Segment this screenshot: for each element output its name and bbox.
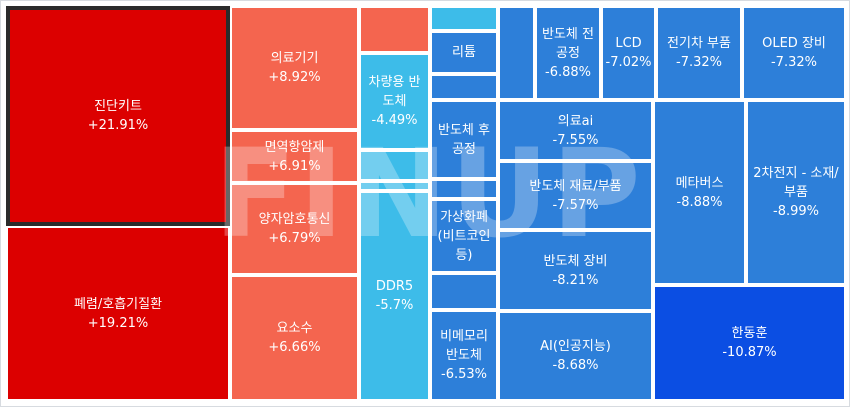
tile-change: -6.53% bbox=[441, 367, 487, 382]
tile-unlabeled-4[interactable] bbox=[359, 6, 430, 53]
tile-label: OLED 장비 -7.32% bbox=[758, 34, 830, 72]
tile-label: 반도체 장비 -8.21% bbox=[540, 252, 612, 290]
tile-change: -6.88% bbox=[545, 64, 591, 80]
tile-change: -5.7% bbox=[375, 298, 414, 313]
tile-name: 반도체 장비 bbox=[543, 253, 608, 269]
tile-name: AI(인공지능) bbox=[540, 339, 611, 354]
tile-unlabeled-18[interactable] bbox=[430, 273, 498, 310]
tile-17[interactable]: 가상화폐 (비트코인 등) bbox=[430, 199, 498, 273]
tile-19[interactable]: 비메모리 반도체 -6.53% bbox=[430, 310, 498, 401]
tile-label: 비메모리 반도체 -6.53% bbox=[432, 327, 496, 384]
tile-name: 면역항암제 bbox=[264, 139, 325, 155]
tile-name: 리튬 bbox=[452, 45, 476, 60]
tile-label: 의료ai -7.55% bbox=[549, 112, 603, 150]
tile-label: 요소수 +6.66% bbox=[264, 319, 324, 357]
tile-change: -7.32% bbox=[676, 55, 722, 70]
tile-name: 의료ai bbox=[557, 113, 594, 129]
tile-name: 요소수 bbox=[276, 321, 313, 336]
tile-change: +6.91% bbox=[268, 158, 321, 174]
tile-3[interactable]: 의료기기 +8.92% bbox=[230, 6, 359, 130]
tile-label: 2차전지 - 소재/부품 -8.99% bbox=[748, 164, 844, 221]
tile-30[interactable]: 2차전지 - 소재/부품 -8.99% bbox=[746, 100, 846, 285]
tile-2[interactable]: 폐렴/호흡기질환 +19.21% bbox=[6, 226, 230, 401]
tile-change: -4.49% bbox=[371, 113, 418, 128]
tile-label: AI(인공지능) -8.68% bbox=[536, 337, 615, 375]
tile-label: 리튬 bbox=[448, 43, 480, 62]
tile-21[interactable]: 반도체 전공정 -6.88% bbox=[535, 6, 601, 100]
tile-change: +8.92% bbox=[268, 70, 321, 85]
tile-change: -10.87% bbox=[722, 345, 777, 360]
tile-name: 진단키트 bbox=[94, 99, 142, 114]
tile-name: 전기차 부품 bbox=[667, 36, 731, 51]
tile-name: 폐렴/호흡기질환 bbox=[73, 296, 163, 312]
tile-7[interactable]: 요소수 +6.66% bbox=[230, 275, 359, 401]
tile-label: 진단키트 +21.91% bbox=[84, 97, 152, 135]
tile-change: -8.99% bbox=[773, 204, 819, 219]
tile-change: +6.79% bbox=[268, 231, 321, 246]
tile-22[interactable]: LCD -7.02% bbox=[601, 6, 656, 100]
tile-name: 한동훈 bbox=[731, 326, 768, 341]
tile-name: 2차전지 - 소재/부품 bbox=[753, 166, 839, 200]
tile-name: 반도체 재료/부품 bbox=[529, 178, 622, 194]
tile-label: 폐렴/호흡기질환 +19.21% bbox=[70, 295, 166, 333]
tile-name: 반도체 후공정 bbox=[438, 122, 490, 157]
tile-15[interactable]: 반도체 후공정 bbox=[430, 100, 498, 179]
tile-change: +6.66% bbox=[268, 340, 321, 355]
tile-27[interactable]: 반도체 장비 -8.21% bbox=[498, 230, 653, 311]
tile-11[interactable]: DDR5 -5.7% bbox=[359, 191, 430, 401]
tile-name: 양자암호통신 bbox=[258, 212, 331, 227]
tile-unlabeled-10[interactable] bbox=[359, 181, 430, 191]
tile-label: LCD -7.02% bbox=[603, 34, 654, 72]
tile-label: 반도체 재료/부품 -7.57% bbox=[525, 177, 625, 215]
tile-name: 반도체 전공정 bbox=[542, 26, 594, 61]
tile-name: 의료기기 bbox=[270, 51, 319, 66]
tile-label: 메타버스 -8.88% bbox=[672, 174, 728, 212]
tile-change: -7.57% bbox=[552, 197, 599, 213]
tile-name: OLED 장비 bbox=[762, 36, 826, 51]
tile-change: -7.55% bbox=[552, 132, 599, 148]
tile-name: 가상화폐 (비트코인 등) bbox=[437, 209, 491, 263]
tile-name: 차량용 반도체 bbox=[368, 75, 421, 109]
tile-change: +21.91% bbox=[87, 118, 149, 133]
tile-8[interactable]: 차량용 반도체 -4.49% bbox=[359, 53, 430, 150]
tile-name: 비메모리 반도체 bbox=[440, 329, 488, 363]
tile-change: -8.68% bbox=[552, 358, 599, 373]
tile-label: DDR5 -5.7% bbox=[372, 277, 418, 315]
tile-change: -8.88% bbox=[676, 194, 723, 210]
tile-change: -8.21% bbox=[552, 272, 599, 288]
tile-label: 전기차 부품 -7.32% bbox=[663, 34, 735, 72]
tile-name: LCD bbox=[615, 36, 642, 51]
tile-name: 메타버스 bbox=[675, 175, 724, 191]
tile-label: 반도체 전공정 -6.88% bbox=[537, 25, 599, 82]
tile-change: -7.32% bbox=[770, 55, 817, 70]
tile-29[interactable]: 메타버스 -8.88% bbox=[653, 100, 746, 285]
tile-label: 반도체 후공정 bbox=[432, 121, 496, 159]
tile-name: DDR5 bbox=[375, 279, 414, 294]
tile-unlabeled-14[interactable] bbox=[430, 74, 498, 100]
tile-unlabeled-9[interactable] bbox=[359, 150, 430, 181]
tile-label: 양자암호통신 +6.79% bbox=[255, 210, 335, 248]
tile-1[interactable]: 진단키트 +21.91% bbox=[6, 6, 230, 226]
tile-25[interactable]: 의료ai -7.55% bbox=[498, 100, 653, 161]
tile-label: 의료기기 +8.92% bbox=[264, 49, 324, 87]
tile-label: 면역항암제 +6.91% bbox=[261, 138, 329, 176]
tile-unlabeled-12[interactable] bbox=[430, 6, 498, 31]
tile-23[interactable]: 전기차 부품 -7.32% bbox=[656, 6, 742, 100]
tile-13[interactable]: 리튬 bbox=[430, 31, 498, 74]
tile-unlabeled-20[interactable] bbox=[498, 6, 535, 100]
tile-label: 차량용 반도체 -4.49% bbox=[361, 73, 428, 130]
tile-24[interactable]: OLED 장비 -7.32% bbox=[742, 6, 846, 100]
tile-label: 가상화폐 (비트코인 등) bbox=[432, 208, 496, 265]
tile-unlabeled-16[interactable] bbox=[430, 179, 498, 199]
tile-6[interactable]: 양자암호통신 +6.79% bbox=[230, 183, 359, 275]
tile-5[interactable]: 면역항암제 +6.91% bbox=[230, 130, 359, 183]
tile-28[interactable]: AI(인공지능) -8.68% bbox=[498, 311, 653, 401]
tile-31[interactable]: 한동훈 -10.87% bbox=[653, 285, 846, 401]
tile-26[interactable]: 반도체 재료/부품 -7.57% bbox=[498, 161, 653, 230]
tile-change: -7.02% bbox=[605, 55, 652, 70]
tile-label: 한동훈 -10.87% bbox=[718, 324, 780, 362]
tile-change: +19.21% bbox=[87, 315, 149, 331]
